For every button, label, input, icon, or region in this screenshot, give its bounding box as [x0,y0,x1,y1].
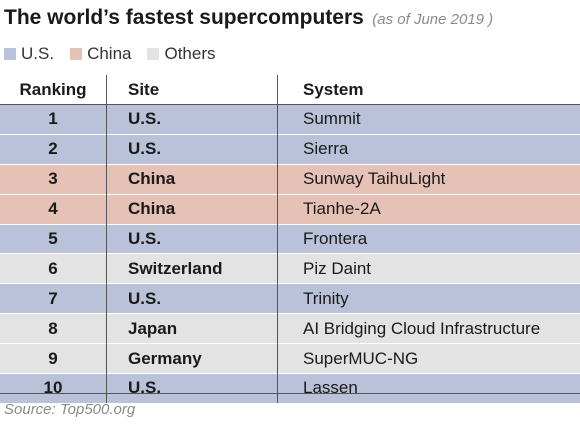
table-row: 3 China Sunway TaihuLight [0,163,580,194]
column-header-ranking: Ranking [19,79,87,99]
column-divider [277,75,278,403]
table-row: 1 U.S. Summit [0,105,580,134]
system-cell: Piz Daint [303,258,372,278]
site-cell: Japan [128,318,178,338]
source-note: Source: Top500.org [4,401,136,418]
chart-subtitle: (as of June 2019 ) [372,11,494,28]
system-cell: Sierra [303,139,349,159]
rank-cell: 7 [48,288,58,308]
chart-title-row: The world’s fastest supercomputers (as o… [4,6,493,30]
legend-label: China [87,44,132,63]
legend-swatch [147,48,160,60]
legend-label: U.S. [21,44,55,63]
system-cell: Lassen [303,378,358,398]
table-row: 5 U.S. Frontera [0,223,580,254]
rank-cell: 8 [48,318,58,338]
site-cell: Switzerland [128,258,223,278]
legend-swatch [4,48,16,60]
system-cell: Summit [303,109,361,129]
table-body: 1 U.S. Summit 2 U.S. Sierra 3 China Sunway Taihu… [0,105,580,403]
bottom-rule [0,393,580,394]
site-cell: China [128,199,176,219]
site-cell: U.S. [128,139,162,159]
legend-item: China [70,44,131,64]
rank-cell: 1 [48,109,58,129]
column-header-site: Site [128,79,160,99]
system-cell: SuperMUC-NG [303,348,419,368]
table-row: 7 U.S. Trinity [0,283,580,314]
system-cell: Frontera [303,229,368,248]
system-cell: Trinity [303,288,349,308]
legend: U.S. China Others [4,44,232,64]
legend-label: Others [164,44,216,63]
rank-cell: 9 [48,348,58,368]
column-divider [106,75,107,403]
table-row: 4 China Tianhe-2A [0,193,580,224]
legend-swatch [70,48,83,60]
site-cell: U.S. [128,378,162,398]
rank-cell: 6 [48,258,58,278]
column-header-system: System [303,79,364,99]
table-row: 8 Japan AI Bridging Cloud Infrastructure [0,313,580,344]
site-cell: China [128,169,176,189]
table-row: 9 Germany SuperMUC-NG [0,343,580,374]
rank-cell: 10 [43,378,63,398]
site-cell: U.S. [128,229,162,248]
legend-item: U.S. [4,44,54,64]
system-cell: Tianhe-2A [303,199,381,219]
table-header: Ranking Site System [0,75,580,105]
table-row: 2 U.S. Sierra [0,133,580,164]
rank-cell: 5 [48,229,58,248]
site-cell: U.S. [128,109,162,129]
site-cell: Germany [128,348,202,368]
rankings-table: Ranking Site System 1 U.S. Summit 2 U.S. Sier… [0,75,580,403]
table-row: 6 Switzerland Piz Daint [0,253,580,284]
chart-title: The world’s fastest supercomputers [4,6,364,29]
table-row: 10 U.S. Lassen [0,373,580,403]
legend-item: Others [147,44,216,64]
rank-cell: 3 [48,169,58,189]
system-cell: AI Bridging Cloud Infrastructure [303,318,541,338]
rank-cell: 4 [48,199,58,219]
site-cell: U.S. [128,288,162,308]
system-cell: Sunway TaihuLight [303,169,446,189]
rank-cell: 2 [48,139,58,159]
